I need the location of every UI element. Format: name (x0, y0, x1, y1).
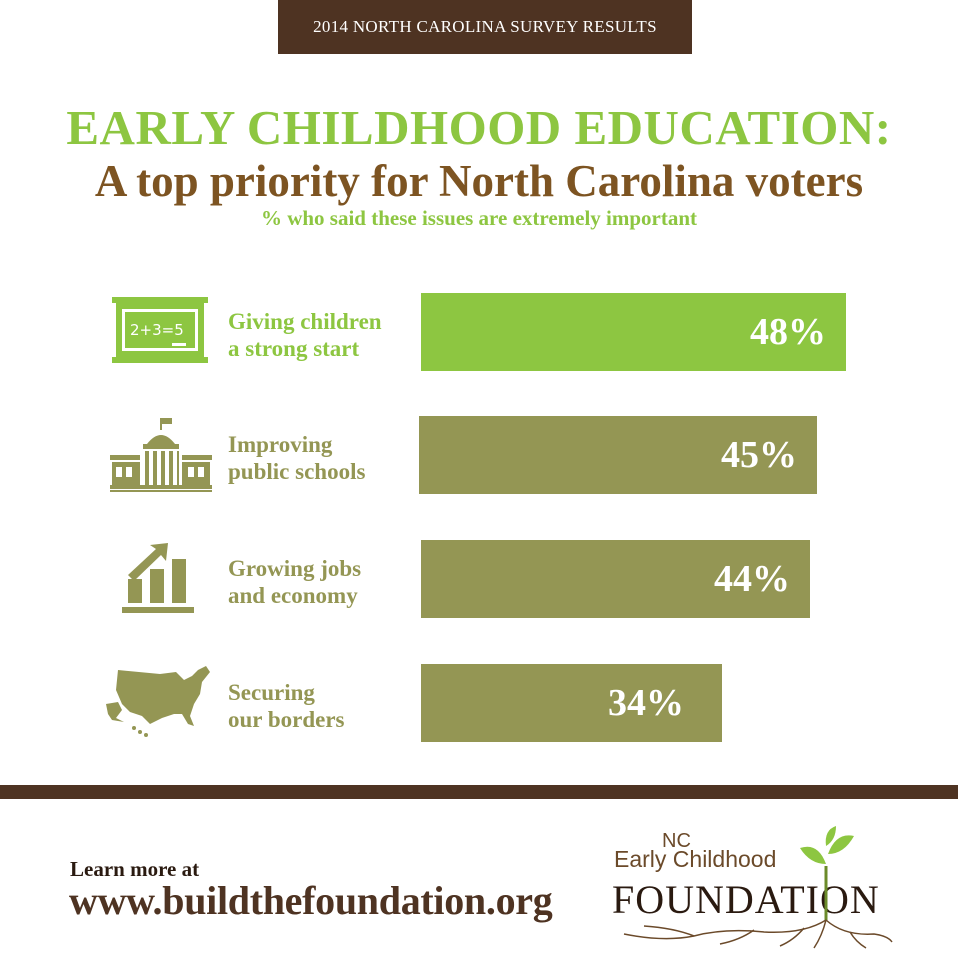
svg-text:2+3=5: 2+3=5 (130, 321, 184, 339)
chalkboard-icon: 2+3=5 (112, 297, 208, 363)
footer-divider (0, 785, 958, 799)
value-label-borders: 34% (608, 682, 684, 724)
learn-more-text: Learn more at (70, 857, 200, 881)
bar-public-schools: 45% (419, 416, 817, 494)
sprout-roots-icon (623, 826, 893, 949)
bar-borders: 34% (421, 664, 722, 742)
usa-map-icon (106, 666, 210, 737)
value-label-public-schools: 45% (721, 434, 797, 476)
label-jobs-economy: Growing jobs and economy (228, 556, 362, 608)
label-public-schools: Improving public schools (228, 432, 366, 484)
foundation-logo: NC Early Childhood FOUNDATION (604, 824, 894, 950)
capitol-building-icon (110, 418, 212, 492)
value-label-jobs-economy: 44% (714, 558, 790, 600)
bar-giving-children: 48% (421, 293, 846, 371)
label-giving-children: Giving children a strong start (228, 309, 382, 361)
bar-jobs-economy: 44% (421, 540, 810, 618)
website-link[interactable]: www.buildthefoundation.org (69, 878, 553, 923)
page-subtitle: A top priority for North Carolina voters (94, 156, 864, 206)
logo-early-childhood-text: Early Childhood (614, 846, 777, 872)
label-borders: Securing our borders (228, 680, 345, 732)
survey-banner: 2014 NORTH CAROLINA SURVEY RESULTS (278, 0, 692, 54)
growth-chart-icon (122, 543, 194, 613)
chart-caption: % who said these issues are extremely im… (260, 206, 698, 230)
page-title: EARLY CHILDHOOD EDUCATION: (66, 100, 892, 155)
logo-foundation-text: FOUNDATION (612, 877, 880, 922)
logo-nc-text: NC (662, 830, 691, 852)
value-label-giving-children: 48% (750, 311, 826, 353)
